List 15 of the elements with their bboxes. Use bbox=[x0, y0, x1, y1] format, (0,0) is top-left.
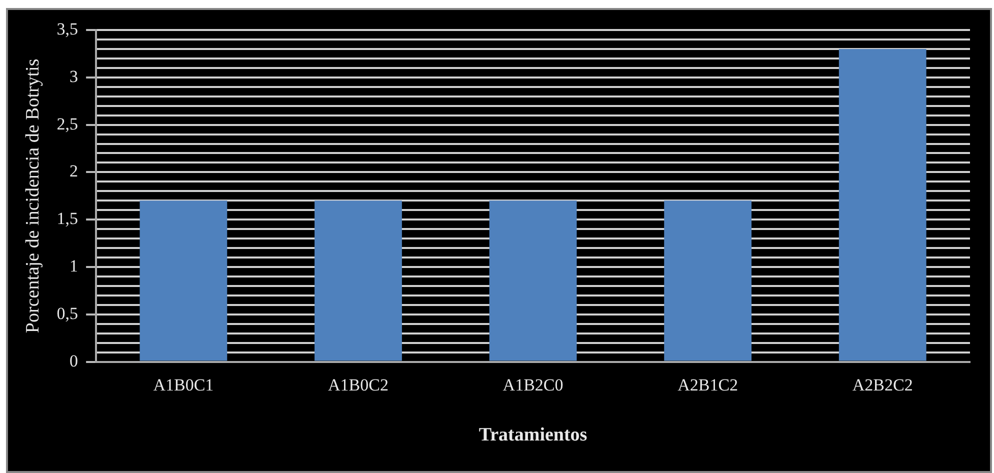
y-tick-label: 2,5 bbox=[56, 114, 78, 134]
y-tick-label: 1 bbox=[70, 256, 78, 276]
y-tick-label: 0 bbox=[70, 351, 78, 370]
x-tick-label: A1B2C0 bbox=[502, 375, 564, 394]
x-tick-label: A1B0C1 bbox=[153, 375, 214, 394]
y-tick-label: 3 bbox=[70, 66, 78, 86]
y-tick-label: 2 bbox=[70, 162, 78, 181]
x-axis-title: Tratamientos bbox=[478, 424, 588, 446]
x-tick-label: A1B0C2 bbox=[328, 375, 388, 394]
x-tick-label: A2B1C2 bbox=[678, 375, 738, 394]
x-tick-label: A2B2C2 bbox=[852, 375, 913, 394]
y-axis-title: Porcentaje de incidencia de Botrytis bbox=[22, 58, 44, 334]
y-tick-label: 0,5 bbox=[56, 304, 78, 323]
y-tick-label: 1,5 bbox=[56, 209, 78, 228]
y-tick-label: 3,5 bbox=[56, 19, 78, 38]
